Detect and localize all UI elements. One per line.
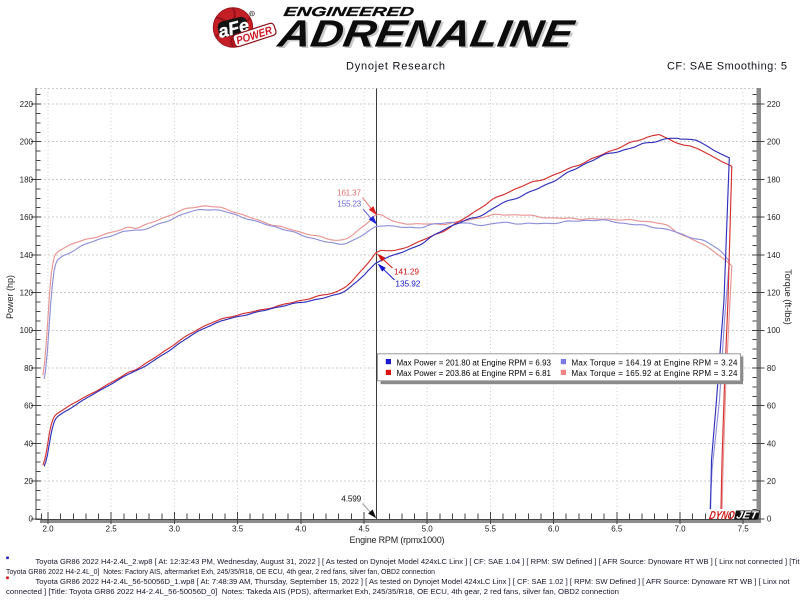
svg-text:5.0: 5.0 bbox=[422, 524, 434, 533]
svg-text:135.92: 135.92 bbox=[395, 279, 420, 289]
svg-text:2.5: 2.5 bbox=[106, 524, 118, 533]
svg-text:CF: SAE Smoothing: 5: CF: SAE Smoothing: 5 bbox=[667, 61, 787, 73]
svg-text:80: 80 bbox=[24, 364, 33, 373]
svg-text:Engine RPM (rpmx1000): Engine RPM (rpmx1000) bbox=[350, 535, 445, 545]
svg-text:4.599: 4.599 bbox=[341, 493, 361, 503]
svg-text:connected ] [Title: Toyota GR8: connected ] [Title: Toyota GR86 2022 H4-… bbox=[6, 587, 619, 596]
svg-text:200: 200 bbox=[767, 138, 781, 147]
svg-text:5.5: 5.5 bbox=[485, 524, 497, 533]
svg-text:120: 120 bbox=[20, 289, 34, 298]
svg-text:200: 200 bbox=[20, 138, 34, 147]
svg-text:155.23: 155.23 bbox=[337, 199, 361, 209]
svg-text:4.5: 4.5 bbox=[358, 524, 370, 533]
svg-text:6.0: 6.0 bbox=[548, 524, 560, 533]
svg-text:Toyota GR86 2022 H4-2.4L_0] N: Toyota GR86 2022 H4-2.4L_0] Notes: Facto… bbox=[6, 567, 435, 576]
svg-text:100: 100 bbox=[767, 326, 781, 335]
svg-text:Toyota GR86 2022 H4-2.4L_56-50: Toyota GR86 2022 H4-2.4L_56-50056D_1.wp8… bbox=[36, 577, 790, 586]
svg-text:120: 120 bbox=[767, 289, 781, 298]
svg-text:60: 60 bbox=[767, 402, 776, 411]
svg-text:3.5: 3.5 bbox=[232, 524, 244, 533]
svg-text:40: 40 bbox=[24, 439, 33, 448]
svg-text:ADRENALINE: ADRENALINE bbox=[274, 13, 578, 56]
svg-text:140: 140 bbox=[767, 251, 781, 260]
svg-text:160: 160 bbox=[767, 213, 781, 222]
svg-text:7.0: 7.0 bbox=[674, 524, 686, 533]
svg-text:JET: JET bbox=[735, 510, 760, 522]
svg-text:DYNO: DYNO bbox=[708, 509, 736, 522]
svg-text:Power (hp): Power (hp) bbox=[5, 275, 15, 319]
svg-text:40: 40 bbox=[767, 439, 776, 448]
svg-text:Max Torque = 164.19 at Engine: Max Torque = 164.19 at Engine RPM = 3.24 bbox=[572, 358, 739, 367]
svg-text:ADRENALINE: ADRENALINE bbox=[276, 14, 580, 57]
svg-text:161.37: 161.37 bbox=[337, 188, 361, 198]
svg-text:180: 180 bbox=[767, 175, 781, 184]
svg-text:80: 80 bbox=[767, 364, 776, 373]
svg-text:20: 20 bbox=[24, 477, 33, 486]
svg-text:Torque (ft-lbs): Torque (ft-lbs) bbox=[783, 269, 793, 325]
svg-text:100: 100 bbox=[20, 326, 34, 335]
svg-text:2.0: 2.0 bbox=[42, 524, 54, 533]
svg-text:3.0: 3.0 bbox=[169, 524, 181, 533]
svg-text:6.5: 6.5 bbox=[611, 524, 623, 533]
svg-text:Max Power = 203.86 at Engine R: Max Power = 203.86 at Engine RPM = 6.81 bbox=[397, 369, 552, 378]
svg-text:Max Torque = 165.92 at Engine: Max Torque = 165.92 at Engine RPM = 3.24 bbox=[572, 369, 739, 378]
svg-text:60: 60 bbox=[24, 402, 33, 411]
svg-text:ENGINEERED: ENGINEERED bbox=[283, 4, 416, 19]
svg-text:7.5: 7.5 bbox=[738, 524, 750, 533]
svg-text:Max Power = 201.80 at Engine R: Max Power = 201.80 at Engine RPM = 6.93 bbox=[397, 358, 552, 367]
svg-text:160: 160 bbox=[20, 213, 34, 222]
svg-text:141.29: 141.29 bbox=[394, 266, 419, 276]
svg-text:0: 0 bbox=[767, 515, 772, 524]
svg-text:4.0: 4.0 bbox=[295, 524, 307, 533]
svg-text:180: 180 bbox=[20, 175, 34, 184]
svg-text:Dynojet Research: Dynojet Research bbox=[346, 61, 445, 73]
svg-text:140: 140 bbox=[20, 251, 34, 260]
svg-text:220: 220 bbox=[20, 100, 34, 109]
svg-text:Toyota GR86 2022 H4-2.4L_2.wp8: Toyota GR86 2022 H4-2.4L_2.wp8 [ At: 12:… bbox=[36, 557, 800, 566]
svg-text:20: 20 bbox=[767, 477, 776, 486]
svg-text:0: 0 bbox=[29, 515, 34, 524]
svg-text:R: R bbox=[250, 11, 254, 17]
svg-text:220: 220 bbox=[767, 100, 781, 109]
